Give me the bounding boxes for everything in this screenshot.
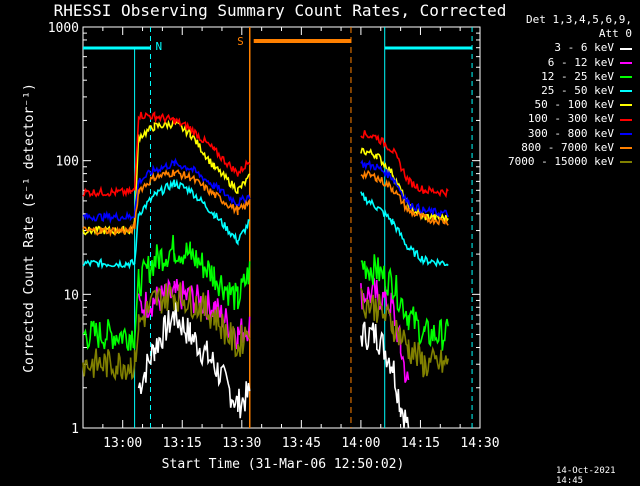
- series-line: [82, 157, 251, 224]
- legend-label: 100 - 300 keV: [527, 112, 614, 126]
- series-line: [360, 159, 449, 219]
- legend-swatch: [620, 161, 632, 164]
- legend-item: 12 - 25 keV: [482, 70, 632, 84]
- series-line: [360, 321, 410, 429]
- legend-label: 50 - 100 keV: [534, 98, 614, 112]
- legend-swatch: [620, 90, 632, 93]
- legend-label: 25 - 50 keV: [541, 84, 614, 98]
- legend-header-1: Det 1,3,4,5,6,9,: [526, 13, 632, 26]
- x-tick-label: 14:00: [341, 436, 380, 451]
- saa-label: S: [237, 35, 244, 48]
- legend-item: 800 - 7000 keV: [482, 141, 632, 155]
- plot-frame: [82, 26, 481, 429]
- x-tick-label: 14:30: [460, 436, 499, 451]
- x-axis-label: Start Time (31-Mar-06 12:50:02): [162, 457, 405, 472]
- legend-swatch: [620, 61, 632, 64]
- legend-header-2: Att 0: [598, 27, 632, 41]
- legend-item: 25 - 50 keV: [482, 84, 632, 98]
- series-line: [82, 178, 250, 270]
- legend-label: 12 - 25 keV: [541, 69, 614, 83]
- legend-swatch: [620, 75, 632, 78]
- series-line: [360, 277, 410, 383]
- y-axis-ticks: 1 10 100 1000: [48, 21, 480, 437]
- series-line: [137, 300, 251, 419]
- y-tick-label: 100: [56, 155, 79, 170]
- legend-item: 3 - 6 keV: [482, 41, 632, 55]
- legend-swatch: [620, 47, 632, 50]
- x-tick-label: 13:30: [222, 436, 261, 451]
- x-tick-label: 13:45: [282, 436, 321, 451]
- legend-label: 800 - 7000 keV: [521, 140, 614, 154]
- series-line: [82, 168, 251, 238]
- timestamp: 14-Oct-2021 14:45: [556, 466, 616, 486]
- legend-swatch: [620, 146, 632, 149]
- y-axis-label: Corrected Count Rate (s⁻¹ detector⁻¹): [22, 83, 37, 373]
- series-line: [82, 118, 251, 236]
- x-axis-ticks: 13:00 13:15 13:30 13:45 14:00 14:15 14:30: [102, 27, 500, 451]
- series-line: [82, 111, 251, 198]
- legend: Det 1,3,4,5,6,9, Att 0 3 - 6 keV 6 - 12 k…: [482, 13, 632, 169]
- legend-item: 300 - 800 keV: [482, 127, 632, 141]
- series-lines: [82, 111, 449, 429]
- legend-item: 50 - 100 keV: [482, 98, 632, 112]
- legend-label: 7000 - 15000 keV: [508, 155, 614, 169]
- legend-swatch: [620, 132, 632, 135]
- x-tick-label: 13:00: [103, 436, 142, 451]
- y-tick-label: 1: [71, 422, 79, 437]
- legend-swatch: [620, 104, 632, 107]
- legend-item: 100 - 300 keV: [482, 112, 632, 126]
- night-label: N: [155, 40, 162, 53]
- series-line: [360, 288, 449, 378]
- legend-swatch: [620, 118, 632, 121]
- series-line: [360, 130, 449, 199]
- series-line: [360, 191, 449, 268]
- legend-label: 6 - 12 keV: [547, 55, 614, 69]
- chart-title: RHESSI Observing Summary Count Rates, Co…: [53, 1, 507, 20]
- series-line: [360, 169, 449, 226]
- legend-item: 7000 - 15000 keV: [482, 155, 632, 169]
- legend-item: 6 - 12 keV: [482, 56, 632, 70]
- y-tick-label: 1000: [48, 21, 79, 36]
- legend-label: 300 - 800 keV: [527, 126, 614, 140]
- x-tick-label: 14:15: [401, 436, 440, 451]
- y-tick-label: 10: [63, 288, 79, 303]
- series-line: [83, 234, 251, 351]
- x-tick-label: 13:15: [163, 436, 202, 451]
- series-line: [360, 254, 449, 351]
- legend-label: 3 - 6 keV: [554, 41, 614, 55]
- series-line: [82, 282, 251, 382]
- plot-border: [82, 26, 481, 429]
